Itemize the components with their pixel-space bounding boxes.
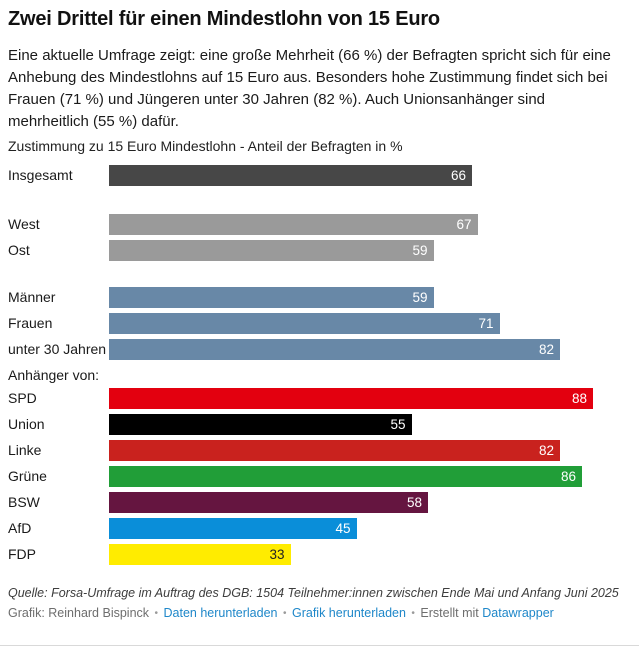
value-label-ost: 59 [412, 243, 428, 258]
chart-row-spd: SPD 88 [8, 388, 631, 409]
bar-frauen: 71 [109, 313, 500, 334]
value-label-west: 67 [456, 217, 472, 232]
bar-insgesamt: 66 [109, 165, 472, 186]
source-note: Quelle: Forsa-Umfrage im Auftrag des DGB… [8, 586, 619, 600]
value-label-gruene: 86 [560, 469, 576, 484]
separator-dot: • [282, 608, 287, 619]
value-label-bsw: 58 [406, 495, 422, 510]
chart-footer: Quelle: Forsa-Umfrage im Auftrag des DGB… [8, 586, 631, 621]
byline: Grafik: Reinhard Bispinck • Daten herunt… [8, 606, 631, 621]
value-label-afd: 45 [335, 521, 351, 536]
value-label-spd: 88 [571, 391, 587, 406]
chart-row-gruene: Grüne 86 [8, 466, 631, 487]
download-data-link[interactable]: Daten herunterladen [163, 606, 278, 620]
value-label-union: 55 [390, 417, 406, 432]
bar-unter-30-jahren: 82 [109, 339, 560, 360]
bar-linke: 82 [109, 440, 560, 461]
category-label-union: Union [8, 416, 45, 432]
chart-row-union: Union 55 [8, 414, 631, 435]
credit-text: Grafik: Reinhard Bispinck [8, 606, 150, 620]
chart-row-linke: Linke 82 [8, 440, 631, 461]
created-with-text: Erstellt mit [420, 606, 479, 620]
value-label-fdp: 33 [269, 547, 285, 562]
bar-fdp: 33 [109, 544, 291, 565]
chart-row-bsw: BSW 58 [8, 492, 631, 513]
bar-west: 67 [109, 214, 478, 235]
bar-afd: 45 [109, 518, 357, 539]
chart-row-afd: AfD 45 [8, 518, 631, 539]
chart-row-maenner: Männer 59 [8, 287, 631, 308]
chart-row-insgesamt: Insgesamt 66 [8, 165, 631, 186]
category-label-ost: Ost [8, 242, 30, 258]
category-label-spd: SPD [8, 390, 37, 406]
download-graphic-link[interactable]: Grafik herunterladen [291, 606, 406, 620]
chart-row-ost: Ost 59 [8, 240, 631, 261]
category-label-frauen: Frauen [8, 315, 53, 331]
category-label-insgesamt: Insgesamt [8, 167, 73, 183]
category-label-gruene: Grüne [8, 468, 47, 484]
category-label-unter-30-jahren: unter 30 Jahren [8, 341, 107, 357]
bar-union: 55 [109, 414, 412, 435]
chart-subtitle: Zustimmung zu 15 Euro Mindestlohn - Ante… [8, 138, 403, 154]
chart-row-west: West 67 [8, 214, 631, 235]
value-label-linke: 82 [538, 443, 554, 458]
category-label-west: West [8, 216, 40, 232]
separator-dot: • [154, 608, 159, 619]
category-label-linke: Linke [8, 442, 42, 458]
bar-ost: 59 [109, 240, 434, 261]
bar-spd: 88 [109, 388, 593, 409]
bar-chart: Insgesamt 66 West 67 Ost 59 Männer 59 Frauen 71 un… [8, 165, 631, 565]
value-label-frauen: 71 [478, 316, 494, 331]
chart-row-fdp: FDP 33 [8, 544, 631, 565]
value-label-maenner: 59 [412, 290, 428, 305]
datawrapper-link[interactable]: Datawrapper [482, 606, 554, 620]
page-title: Zwei Drittel für einen Mindestlohn von 1… [8, 8, 440, 30]
chart-row-unter-30-jahren: unter 30 Jahren 82 [8, 339, 631, 360]
separator-dot: • [411, 608, 415, 619]
section-label-anhaenger-von: Anhänger von: [8, 367, 100, 383]
category-label-maenner: Männer [8, 289, 56, 305]
bottom-divider [0, 645, 639, 646]
category-label-bsw: BSW [8, 494, 40, 510]
category-label-fdp: FDP [8, 546, 36, 562]
value-label-insgesamt: 66 [450, 168, 466, 183]
bar-bsw: 58 [109, 492, 428, 513]
category-label-afd: AfD [8, 520, 32, 536]
chart-description: Eine aktuelle Umfrage zeigt: eine große … [8, 47, 611, 130]
bar-maenner: 59 [109, 287, 434, 308]
chart-row-frauen: Frauen 71 [8, 313, 631, 334]
bar-gruene: 86 [109, 466, 582, 487]
value-label-unter-30-jahren: 82 [538, 342, 554, 357]
